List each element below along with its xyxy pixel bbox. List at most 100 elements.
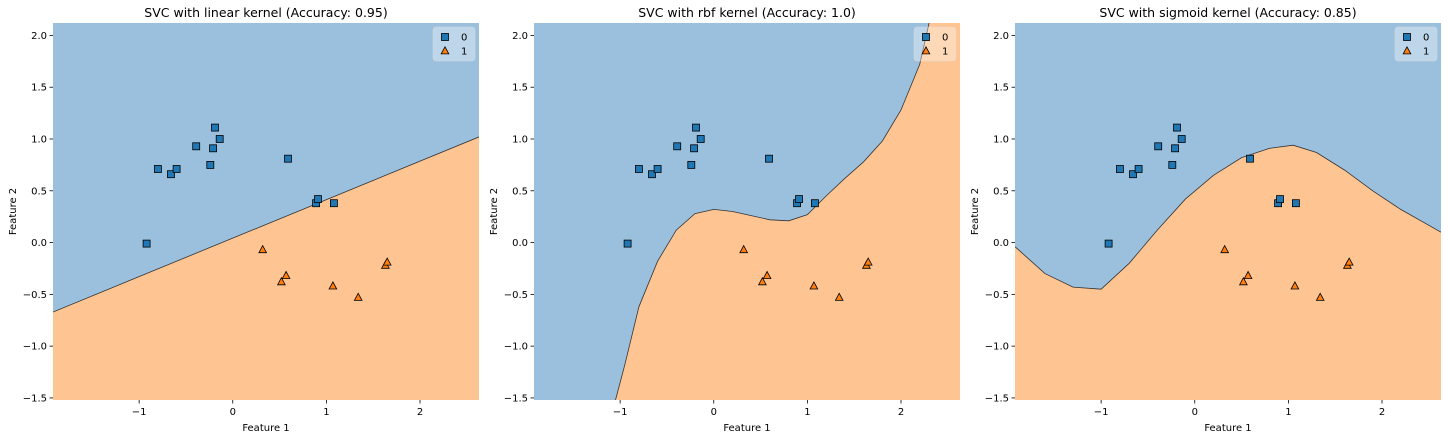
legend-label: 0 — [1423, 33, 1429, 44]
point-class-0 — [692, 123, 700, 132]
point-class-1 — [382, 257, 392, 266]
point-class-0 — [635, 165, 643, 173]
legend: 01 — [913, 26, 957, 62]
decision-boundary — [1015, 144, 1441, 290]
y-tick-label: 1.0 — [993, 135, 1009, 146]
legend-label: 1 — [942, 47, 948, 58]
x-tick-label: 0 — [711, 407, 717, 418]
point-class-0 — [811, 199, 819, 208]
x-tick-label: 0 — [1192, 407, 1198, 418]
y-axis-label: Feature 2 — [8, 188, 19, 235]
x-axis-label: Feature 1 — [242, 423, 289, 434]
y-tick-label: 0.0 — [993, 238, 1009, 249]
legend-marker-triangle — [921, 45, 931, 55]
y-tick-label: 2.0 — [512, 31, 528, 42]
point-class-1 — [1220, 244, 1230, 254]
point-class-0 — [211, 123, 219, 132]
legend-label: 0 — [461, 33, 467, 44]
point-class-0 — [314, 195, 322, 204]
point-class-0 — [648, 170, 656, 179]
point-class-0 — [142, 239, 151, 248]
point-class-1 — [1238, 276, 1248, 286]
legend-marker-triangle — [440, 45, 450, 55]
legend-box — [1394, 26, 1438, 62]
y-tick-label: 0.5 — [512, 186, 528, 197]
x-tick-label: 1 — [804, 407, 810, 418]
legend-box — [913, 26, 957, 62]
x-axis-label: Feature 1 — [723, 423, 770, 434]
x-tick-label: 2 — [417, 407, 423, 418]
legend-label: 0 — [942, 33, 948, 44]
point-class-1 — [1243, 270, 1253, 280]
point-class-1 — [1315, 292, 1325, 301]
legend-marker-square — [441, 33, 449, 41]
point-class-0 — [192, 142, 201, 151]
point-class-1 — [809, 281, 819, 290]
point-class-0 — [1173, 123, 1181, 132]
point-class-0 — [687, 160, 696, 169]
point-class-0 — [673, 142, 682, 151]
y-tick-label: −1.5 — [23, 393, 47, 404]
plot-area — [534, 23, 960, 400]
point-class-1 — [1290, 281, 1300, 290]
y-tick-label: −0.5 — [985, 290, 1009, 301]
decision-boundary — [615, 23, 930, 400]
x-tick-label: −1 — [1094, 407, 1109, 418]
y-axis-label: Feature 2 — [970, 188, 981, 235]
point-class-0 — [1246, 154, 1254, 163]
point-class-0 — [1154, 142, 1163, 151]
point-class-1 — [834, 292, 844, 301]
legend-box — [432, 26, 476, 62]
decision-region-class-1 — [53, 136, 479, 400]
point-class-0 — [765, 154, 773, 163]
point-class-0 — [1129, 170, 1137, 179]
point-class-1 — [353, 292, 363, 301]
y-tick-label: 0.5 — [31, 186, 47, 197]
point-class-0 — [206, 160, 215, 169]
chart-title: SVC with rbf kernel (Accuracy: 1.0) — [638, 5, 856, 20]
point-class-0 — [1276, 195, 1284, 204]
y-tick-label: 1.5 — [993, 83, 1009, 94]
point-class-0 — [795, 195, 803, 204]
y-tick-label: 1.5 — [31, 83, 47, 94]
y-tick-label: 2.0 — [993, 31, 1009, 42]
decision-boundary — [53, 136, 479, 313]
point-class-0 — [329, 199, 338, 208]
point-class-0 — [172, 165, 181, 173]
point-class-0 — [1292, 199, 1300, 208]
legend-label: 1 — [1423, 47, 1429, 58]
point-class-1 — [757, 276, 767, 286]
point-class-0 — [653, 165, 662, 173]
point-class-0 — [284, 154, 292, 163]
y-tick-label: −0.5 — [23, 290, 47, 301]
y-tick-label: −1.0 — [504, 342, 528, 353]
legend-marker-square — [922, 33, 930, 41]
point-class-0 — [690, 144, 698, 153]
plot-area — [1015, 23, 1441, 400]
point-class-0 — [215, 135, 224, 143]
point-class-0 — [623, 239, 632, 248]
point-class-0 — [1104, 239, 1113, 248]
point-class-0 — [1171, 144, 1179, 153]
x-tick-label: 1 — [1285, 407, 1291, 418]
x-tick-label: 2 — [1379, 407, 1385, 418]
y-tick-label: −1.0 — [23, 342, 47, 353]
y-tick-label: 0.5 — [993, 186, 1009, 197]
y-tick-label: 0.0 — [31, 238, 47, 249]
point-class-0 — [167, 170, 175, 179]
point-class-1 — [281, 270, 291, 280]
x-tick-label: 2 — [898, 407, 904, 418]
y-tick-label: 1.5 — [512, 83, 528, 94]
point-class-0 — [1116, 165, 1124, 173]
point-class-0 — [696, 135, 705, 143]
y-tick-label: 0.0 — [512, 238, 528, 249]
x-tick-label: 1 — [323, 407, 329, 418]
point-class-1 — [1344, 257, 1354, 266]
point-class-1 — [258, 244, 268, 254]
point-class-0 — [1134, 165, 1143, 173]
chart-title: SVC with sigmoid kernel (Accuracy: 0.85) — [1099, 5, 1356, 20]
